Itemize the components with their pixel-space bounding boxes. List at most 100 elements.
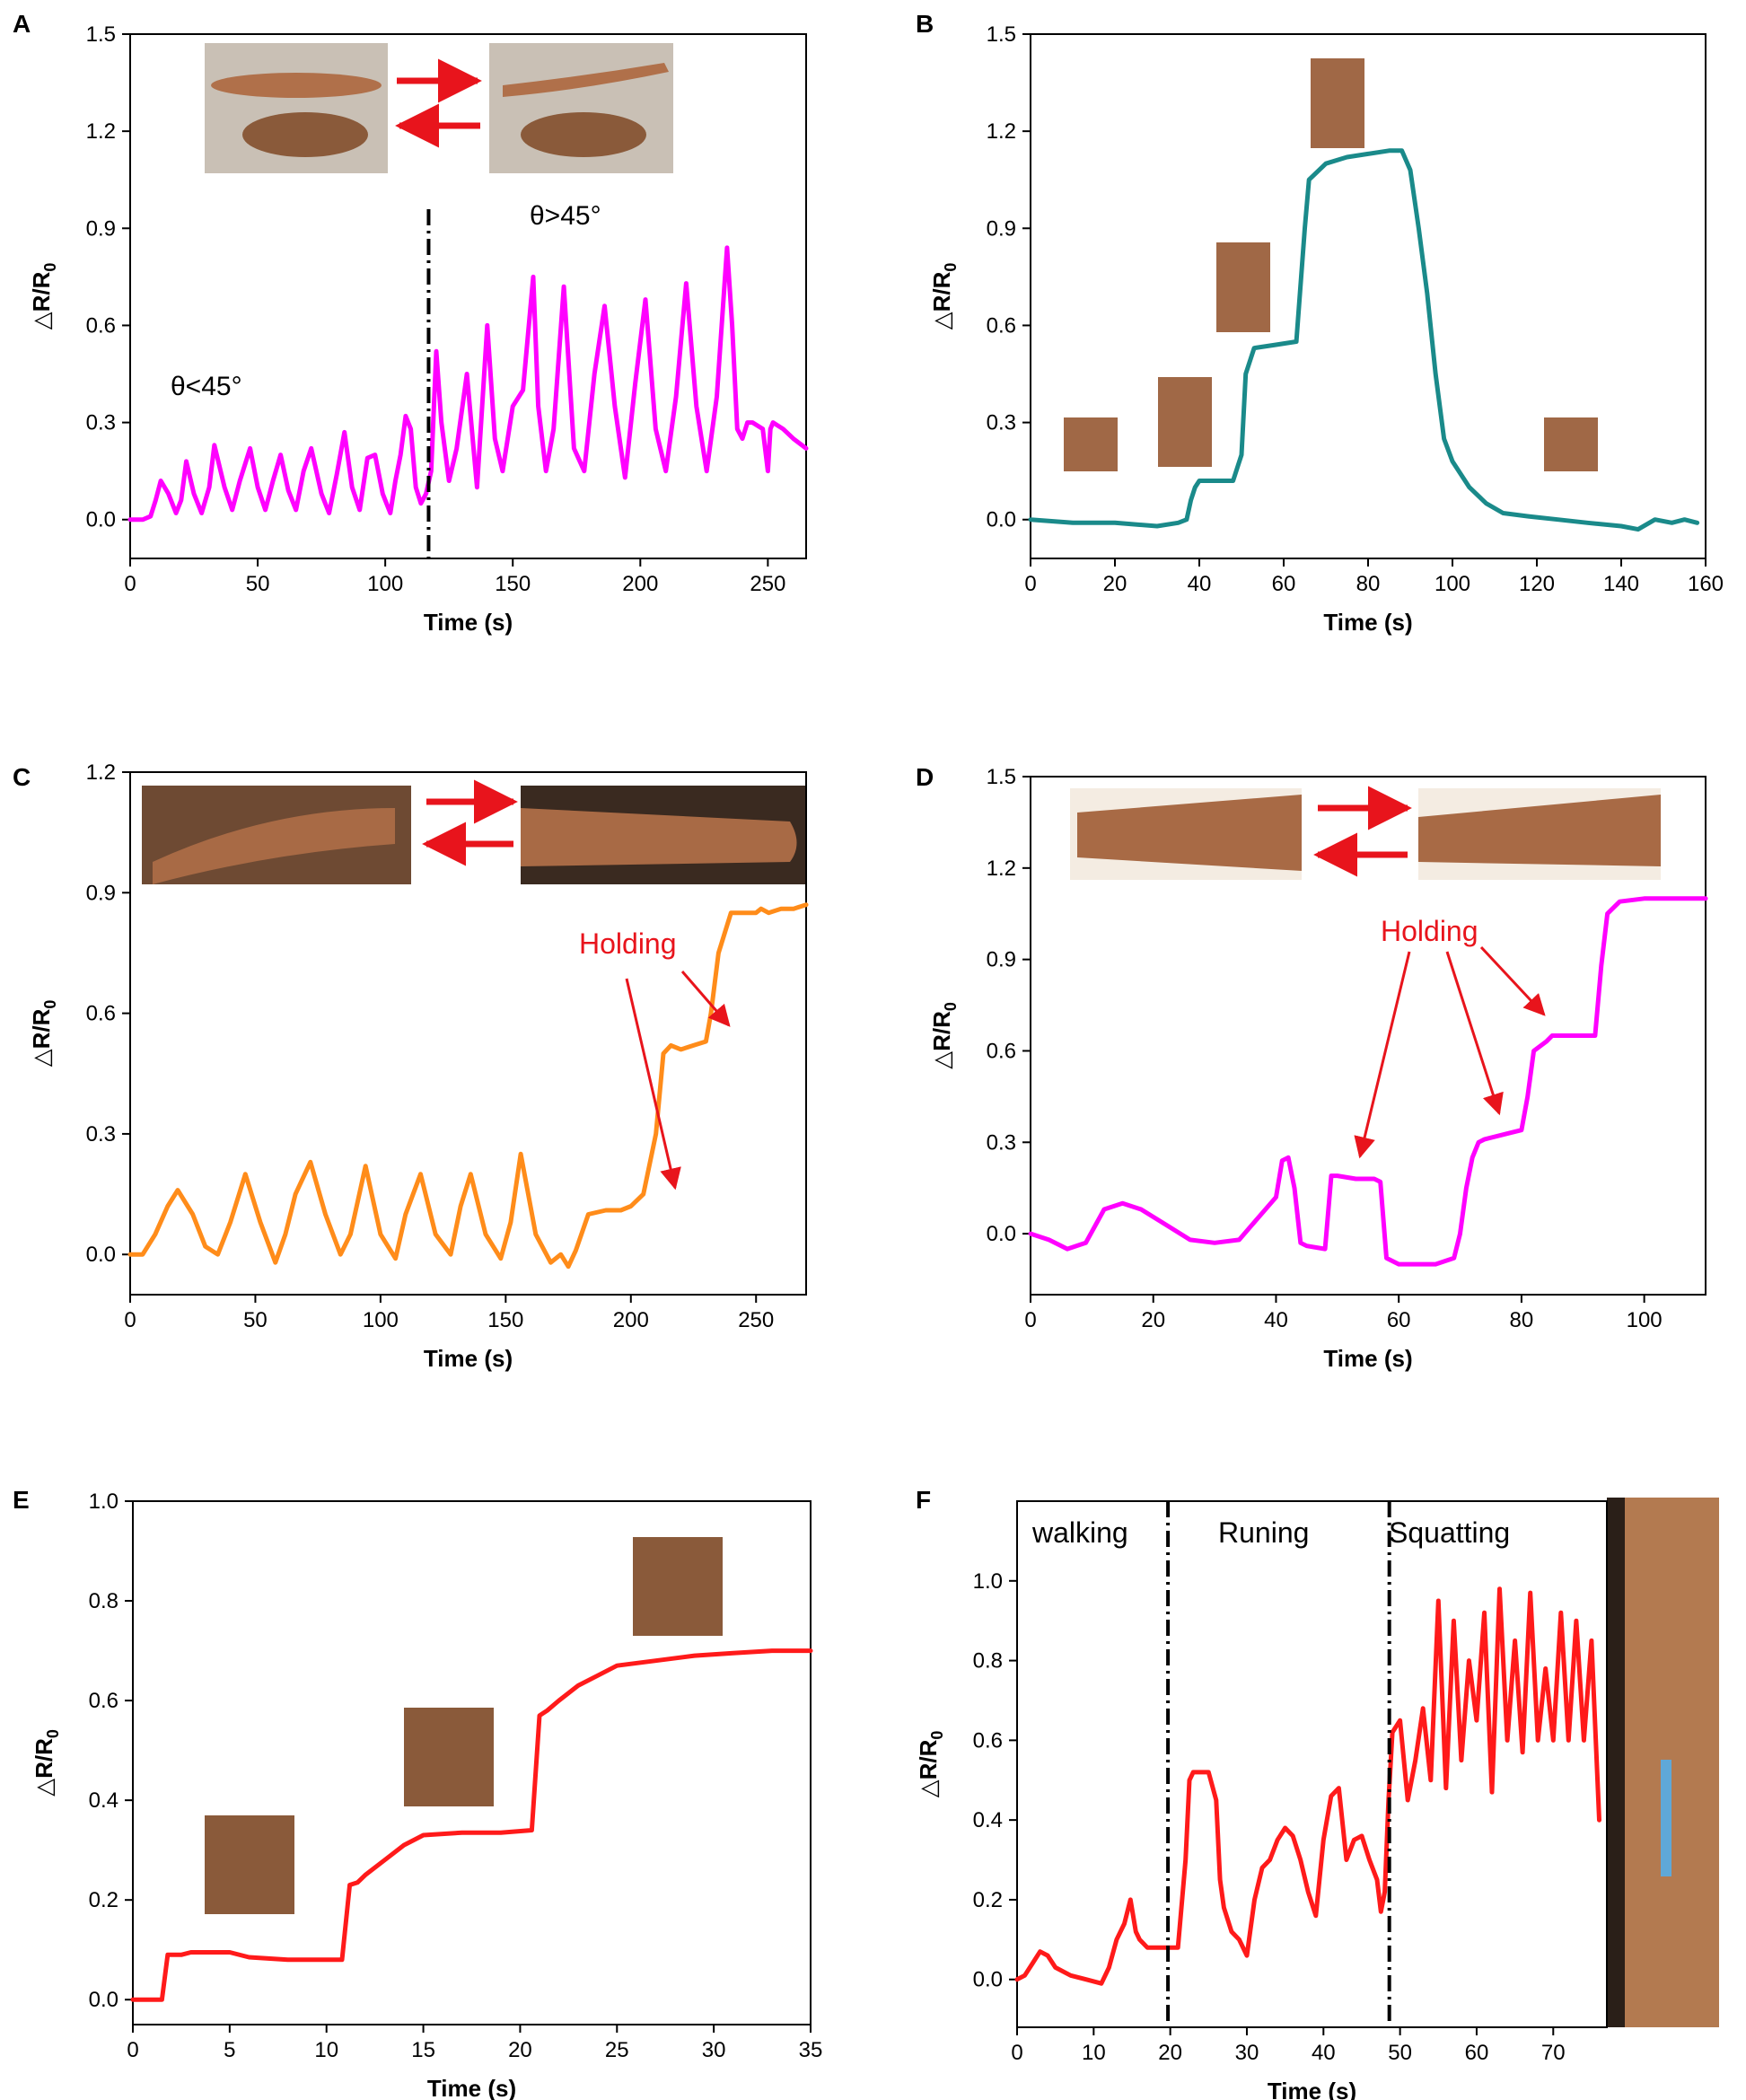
y-tick-label: 1.5 [86, 22, 116, 47]
y-tick-label: 1.2 [86, 760, 116, 785]
x-tick-label: 5 [224, 2038, 235, 2062]
x-axis-label: Time (s) [424, 1345, 513, 1372]
series-line [130, 1648, 813, 2002]
y-tick-label: 0.9 [86, 881, 116, 905]
x-tick-label: 0 [124, 572, 136, 596]
annotation-running: Runing [1218, 1516, 1309, 1549]
x-tick-label: 0 [1011, 2041, 1022, 2065]
x-tick-label: 0 [124, 1308, 136, 1332]
x-tick-label: 20 [1103, 572, 1127, 596]
panel-letter-a: A [13, 10, 31, 38]
x-tick-label: 0 [1024, 572, 1036, 596]
panel-e: E [13, 1486, 723, 1914]
holding-arrow [1479, 945, 1546, 1016]
y-tick-label: 0.6 [86, 1002, 116, 1026]
x-tick-label: 70 [1541, 2041, 1566, 2065]
x-tick-label: 40 [1264, 1308, 1288, 1332]
inset-photo-finger-bend [205, 43, 673, 173]
y-axis-label: △R/R0 [928, 263, 960, 330]
x-tick-label: 30 [1235, 2041, 1259, 2065]
annotation-theta-low: θ<45° [171, 372, 242, 401]
inset-photo-wrist-bend [1070, 786, 1661, 880]
plot-frame [1030, 33, 1707, 559]
panel-f: F [916, 1486, 1719, 2027]
x-tick-label: 40 [1312, 2041, 1336, 2065]
x-tick-label: 150 [495, 572, 531, 596]
x-tick-label: 80 [1356, 572, 1381, 596]
holding-arrow [680, 971, 731, 1027]
plot-frame [129, 771, 807, 1296]
x-tick-label: 100 [1627, 1308, 1663, 1332]
x-tick-label: 50 [243, 1308, 268, 1332]
y-axis-label: △R/R0 [928, 1002, 960, 1069]
y-tick-label: 0.3 [987, 1130, 1016, 1155]
panel-c: C [13, 763, 805, 884]
y-tick-label: 0.2 [973, 1888, 1003, 1912]
series-line [127, 902, 809, 1270]
panel-letter-b: B [916, 10, 934, 38]
x-tick-label: 0 [1024, 1308, 1036, 1332]
y-tick-label: 0.4 [973, 1808, 1003, 1832]
inset-photos-finger-angles [1064, 58, 1598, 471]
y-tick-label: 0.9 [987, 948, 1016, 972]
panel-letter-d: D [916, 763, 934, 791]
chart-f: 0 10 20 30 40 50 60 70 0.0 0.2 0.4 0.6 0.8 1.0 Time (s… [915, 1500, 1608, 2100]
y-tick-label: 1.2 [987, 119, 1016, 144]
x-tick-label: 40 [1188, 572, 1212, 596]
panel-letter-c: C [13, 763, 31, 791]
y-tick-label: 0.4 [89, 1788, 118, 1813]
y-tick-label: 0.6 [973, 1728, 1003, 1753]
panel-b: B [916, 10, 1598, 471]
x-tick-label: 20 [508, 2038, 532, 2062]
x-tick-label: 160 [1688, 572, 1724, 596]
y-tick-label: 1.0 [89, 1489, 118, 1514]
y-tick-label: 0.0 [973, 1968, 1003, 1992]
x-tick-label: 250 [738, 1308, 774, 1332]
x-tick-label: 60 [1272, 572, 1296, 596]
y-tick-label: 0.3 [86, 411, 116, 435]
series-line [1028, 148, 1700, 532]
x-tick-label: 50 [246, 572, 270, 596]
y-tick-label: 0.0 [86, 508, 116, 532]
x-tick-label: 150 [487, 1308, 523, 1332]
x-tick-label: 30 [702, 2038, 726, 2062]
y-tick-label: 0.6 [89, 1689, 118, 1713]
y-tick-label: 0.2 [89, 1888, 118, 1912]
inset-photos-finger-press [205, 1537, 723, 1914]
holding-arrow [625, 978, 681, 1191]
chart-e: 0 5 10 15 20 25 30 35 0.0 0.2 0.4 0.6 0.8 1.0 Time (s)… [31, 1489, 822, 2100]
y-tick-label: 0.0 [987, 508, 1016, 532]
plot-frame [132, 1500, 812, 2025]
inset-photo-knee [1607, 1498, 1719, 2027]
y-tick-label: 0.0 [86, 1243, 116, 1267]
x-tick-label: 10 [314, 2038, 338, 2062]
x-tick-label: 10 [1082, 2041, 1106, 2065]
x-axis-label: Time (s) [424, 609, 513, 636]
x-tick-label: 250 [750, 572, 785, 596]
x-tick-label: 120 [1519, 572, 1555, 596]
chart-a: 0 50 100 150 200 250 0.0 0.3 0.6 0.9 1.2 1.5 Time (s… [28, 22, 809, 636]
y-tick-label: 0.8 [89, 1589, 118, 1613]
x-tick-label: 60 [1387, 1308, 1411, 1332]
series-line [1028, 896, 1708, 1267]
x-tick-label: 80 [1510, 1308, 1534, 1332]
y-tick-label: 1.0 [973, 1569, 1003, 1594]
y-tick-label: 1.5 [987, 765, 1016, 789]
series-line [1014, 1586, 1601, 1986]
panel-letter-f: F [916, 1486, 931, 1514]
chart-c: 0 50 100 150 200 250 0.0 0.3 0.6 0.9 1.2 Time (s) △R… [28, 760, 809, 1372]
plot-frame [129, 33, 807, 559]
x-tick-label: 50 [1388, 2041, 1412, 2065]
annotation-holding: Holding [579, 927, 677, 960]
plot-frame [1030, 776, 1707, 1296]
y-tick-label: 1.5 [987, 22, 1016, 47]
x-axis-label: Time (s) [1323, 1345, 1412, 1372]
y-tick-label: 0.8 [973, 1649, 1003, 1674]
panel-a: A [13, 10, 673, 173]
chart-b: 0 20 40 60 80 100 120 140 160 0.0 0.3 0.6 0.9 1.2 1.5 T… [928, 22, 1724, 636]
x-tick-label: 15 [411, 2038, 435, 2062]
x-axis-label: Time (s) [1268, 2078, 1356, 2100]
panel-letter-e: E [13, 1486, 30, 1514]
